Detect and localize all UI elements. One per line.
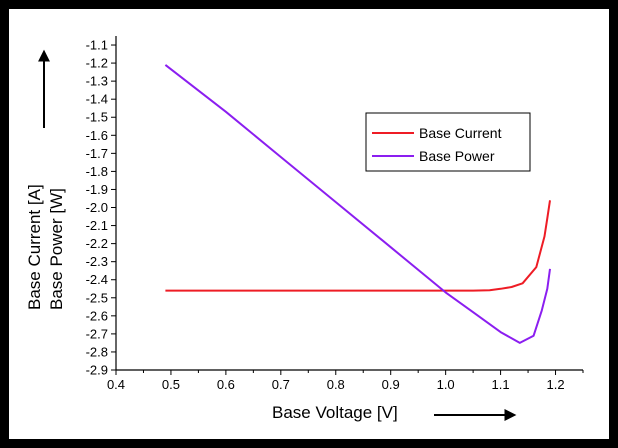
y-axis-title-current: Base Current [A] <box>25 184 44 310</box>
y-tick-label: -1.2 <box>86 56 108 71</box>
legend-label-base-power: Base Power <box>419 148 495 164</box>
x-tick-label: 1.1 <box>492 377 510 392</box>
y-tick-label: -1.6 <box>86 128 108 143</box>
y-tick-label: -2.8 <box>86 344 108 359</box>
x-axis-title: Base Voltage [V] <box>272 403 398 422</box>
y-axis-title-power: Base Power [W] <box>47 188 66 310</box>
x-tick-label: 0.8 <box>327 377 345 392</box>
x-tick-label: 0.4 <box>107 377 125 392</box>
y-tick-label: -2.1 <box>86 218 108 233</box>
x-tick-label: 1.2 <box>546 377 564 392</box>
y-tick-label: -2.0 <box>86 200 108 215</box>
x-tick-label: 0.9 <box>382 377 400 392</box>
legend-label-base-current: Base Current <box>419 125 502 141</box>
series-line-base-current <box>165 200 551 292</box>
y-tick-label: -2.7 <box>86 326 108 341</box>
axes-layer: 0.4 0.5 0.6 0.7 0.8 0.9 1.0 1.1 1.2 -1.1 -1.2 -1.3 -… <box>86 36 584 392</box>
y-tick-label: -2.4 <box>86 272 108 287</box>
y-tick-label: -2.6 <box>86 308 108 323</box>
y-tick-label: -1.8 <box>86 164 108 179</box>
x-tick-label: 1.0 <box>437 377 455 392</box>
x-tick-label: 0.7 <box>272 377 290 392</box>
legend: Base Current Base Power <box>365 112 531 172</box>
y-tick-label: -1.7 <box>86 146 108 161</box>
y-tick-label: -1.4 <box>86 92 108 107</box>
y-tick-label: -1.3 <box>86 74 108 89</box>
y-tick-label: -2.9 <box>86 363 108 378</box>
y-tick-label: -1.9 <box>86 182 108 197</box>
series-line-base-power <box>164 64 551 344</box>
x-tick-label: 0.6 <box>217 377 235 392</box>
series-layer <box>164 64 551 344</box>
y-tick-label: -1.5 <box>86 110 108 125</box>
x-tick-label: 0.5 <box>162 377 180 392</box>
y-tick-label: -1.1 <box>86 38 108 53</box>
y-tick-label: -2.3 <box>86 254 108 269</box>
legend-box <box>365 112 531 172</box>
y-tick-label: -2.2 <box>86 236 108 251</box>
y-tick-label: -2.5 <box>86 290 108 305</box>
